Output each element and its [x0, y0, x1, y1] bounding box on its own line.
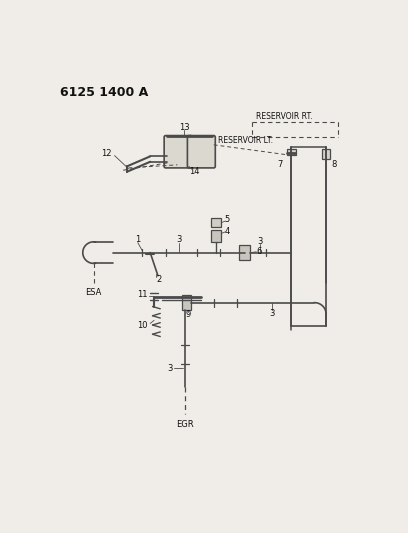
Text: RESERVOIR LT.: RESERVOIR LT. [217, 136, 273, 146]
Bar [322, 149, 330, 159]
Text: RESERVOIR RT.: RESERVOIR RT. [256, 112, 313, 121]
Text: 8: 8 [331, 159, 337, 168]
FancyBboxPatch shape [187, 135, 215, 168]
Text: 10: 10 [137, 321, 148, 330]
Text: 2: 2 [157, 275, 162, 284]
Text: EGR: EGR [176, 420, 194, 429]
Text: 14: 14 [189, 167, 200, 176]
Bar [211, 230, 222, 242]
Text: 5: 5 [224, 215, 230, 224]
Text: 3: 3 [176, 235, 182, 244]
Text: 6125 1400 A: 6125 1400 A [60, 85, 149, 99]
Text: 4: 4 [224, 227, 230, 236]
Text: 3: 3 [257, 237, 263, 246]
Text: 3: 3 [167, 364, 172, 373]
Text: 11: 11 [137, 290, 148, 300]
Bar [286, 149, 296, 155]
Text: 7: 7 [277, 159, 282, 168]
Text: 1: 1 [135, 235, 140, 244]
Text: 13: 13 [179, 123, 190, 132]
FancyBboxPatch shape [164, 135, 192, 168]
Text: ESA: ESA [85, 288, 102, 297]
Bar [239, 245, 250, 260]
Bar [182, 295, 191, 310]
Bar [211, 218, 222, 227]
Text: 3: 3 [269, 309, 275, 318]
Text: 9: 9 [186, 311, 191, 319]
Text: 6: 6 [256, 247, 262, 255]
Text: 12: 12 [102, 149, 112, 158]
